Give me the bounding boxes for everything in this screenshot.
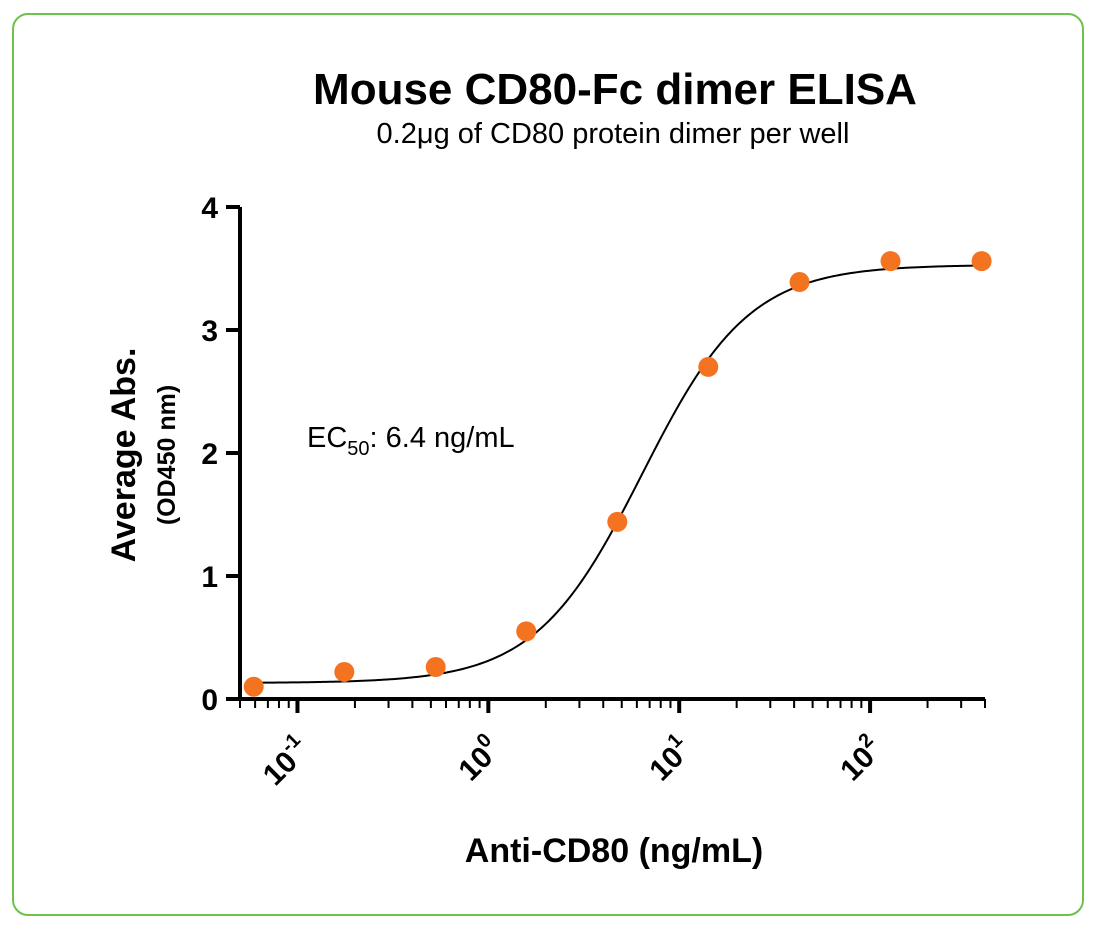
ec50-annotation: EC50: 6.4 ng/mL [307,422,515,460]
data-point [243,676,264,697]
x-tick-label: 100 [449,729,507,787]
data-point [698,356,719,377]
chart-subtitle: 0.2μg of CD80 protein dimer per well [377,118,850,150]
data-point [334,661,355,682]
data-point [880,251,901,272]
x-axis-label: Anti-CD80 (ng/mL) [465,832,763,870]
data-point [425,657,446,678]
data-point [516,621,537,642]
data-point [971,251,992,272]
x-tick-label: 101 [640,729,698,787]
x-ticks: 10-1 100 101 102 [239,699,986,792]
chart-frame [12,13,1084,916]
y-tick-label: 4 [201,192,218,225]
ec50-subscript: 50 [347,438,369,460]
ec50-value: : 6.4 ng/mL [370,422,515,454]
fit-curve [253,264,982,684]
y-tick-label: 2 [201,438,218,471]
x-tick-label: 102 [831,729,889,787]
y-tick-label: 1 [201,561,218,594]
chart-title: Mouse CD80-Fc dimer ELISA [313,65,917,114]
x-tick-label: 10-1 [253,729,316,792]
y-axis-sublabel: (OD450 nm) [153,385,181,525]
ec50-prefix: EC [307,422,347,454]
y-axis-label: Average Abs. [105,348,143,563]
y-tick-label: 3 [201,315,218,348]
y-ticks: 0 1 2 3 4 [201,192,240,717]
data-point [607,511,628,532]
y-tick-label: 0 [201,684,218,717]
data-points [243,251,992,697]
data-point [789,272,810,293]
